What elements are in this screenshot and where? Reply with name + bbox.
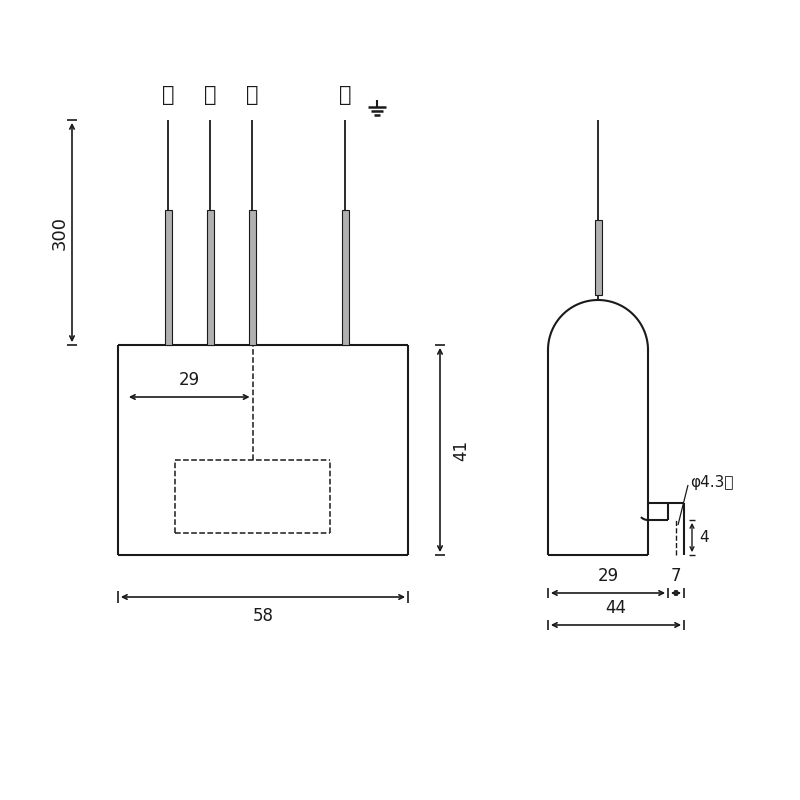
Bar [206,210,214,345]
Bar [594,220,602,295]
Text: φ4.3穴: φ4.3穴 [690,475,734,490]
Text: 58: 58 [253,607,274,625]
Text: 29: 29 [178,371,200,389]
Text: 29: 29 [598,567,618,585]
Text: 4: 4 [699,530,709,545]
Text: 赤: 赤 [162,85,174,105]
Bar [249,210,255,345]
Text: 青: 青 [246,85,258,105]
Text: 41: 41 [452,439,470,461]
Text: 7: 7 [670,567,682,585]
Text: 白: 白 [204,85,216,105]
Text: 44: 44 [606,599,626,617]
Text: 300: 300 [51,215,69,250]
Bar [342,210,349,345]
Bar [165,210,171,345]
Text: 緑: 緑 [338,85,351,105]
